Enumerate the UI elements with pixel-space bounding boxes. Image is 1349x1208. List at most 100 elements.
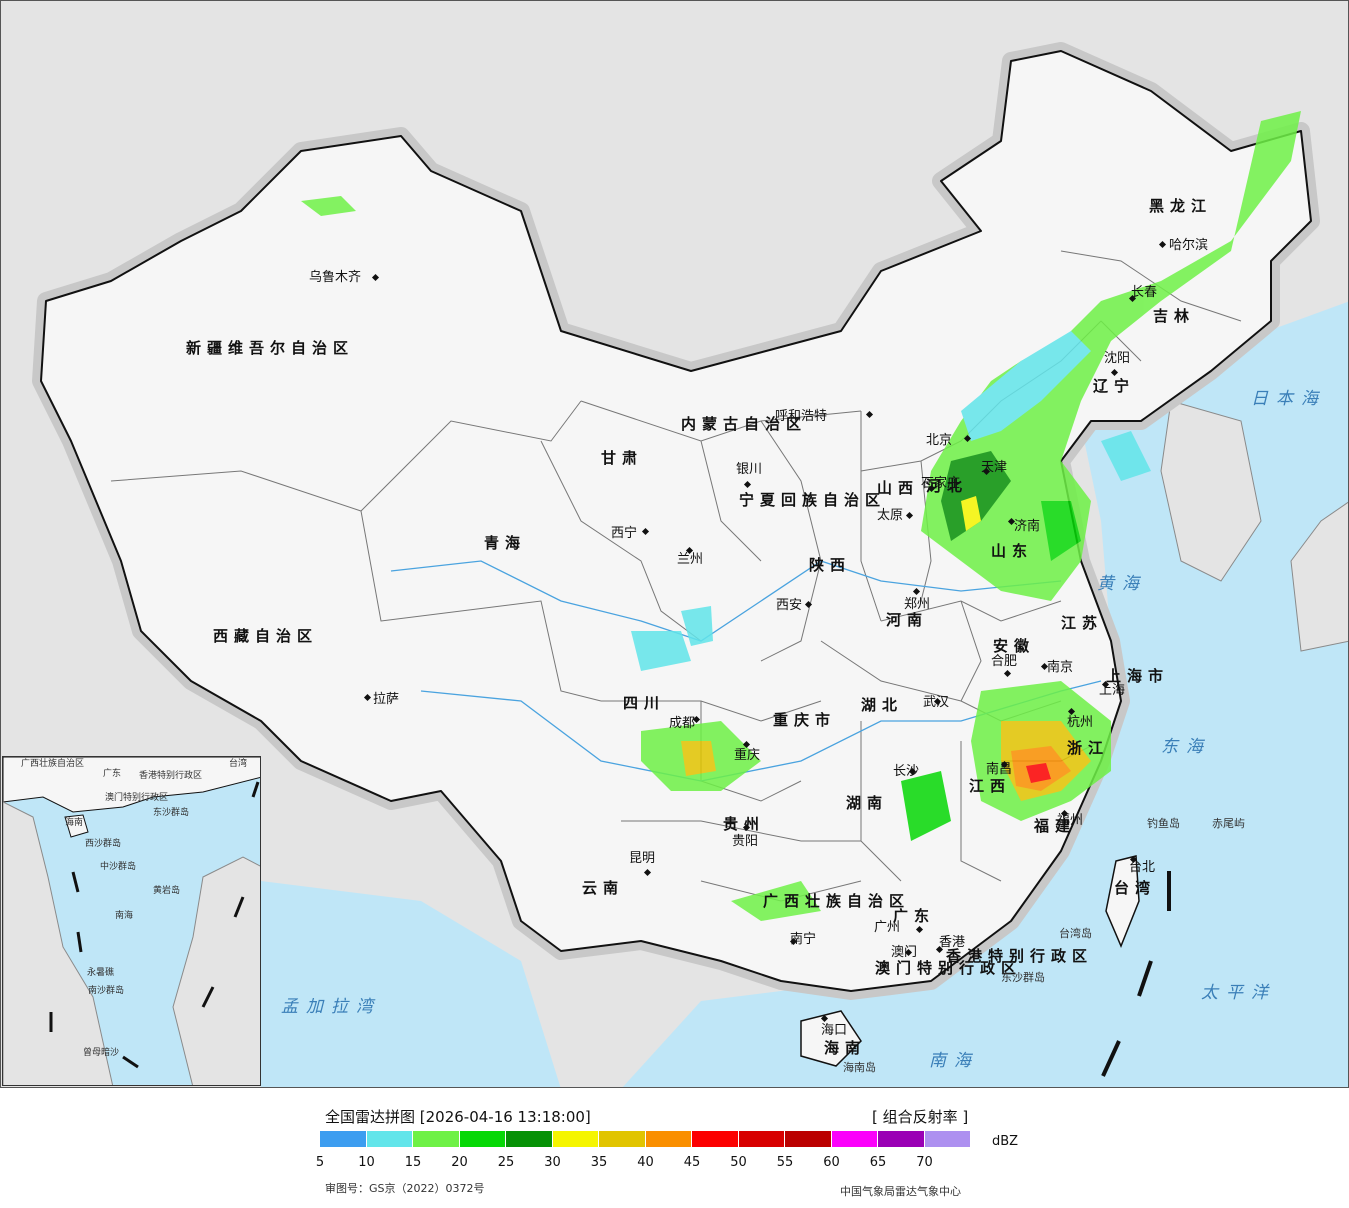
- island-label: 钓鱼岛: [1147, 817, 1180, 830]
- inset-svg: [3, 757, 260, 1085]
- sea-label: 东海: [1161, 737, 1211, 757]
- province-label: 内蒙古自治区: [681, 415, 808, 433]
- approval-number: 审图号：GS京（2022）0372号: [325, 1182, 485, 1195]
- inset-label: 黄岩岛: [153, 886, 181, 896]
- scale-tick-label: 55: [776, 1155, 794, 1170]
- province-label: 新疆维吾尔自治区: [186, 339, 355, 357]
- map-base-svg: [32, 42, 1348, 1087]
- city-label: 南昌: [986, 762, 1013, 777]
- province-label: 江苏: [1061, 614, 1104, 632]
- city-label: 福州: [1057, 813, 1084, 828]
- scale-tick-label: 25: [497, 1155, 515, 1170]
- inset-land-west: [3, 801, 114, 1085]
- province-label: 黑龙江: [1149, 197, 1213, 215]
- sea-label: 孟加拉湾: [281, 997, 381, 1017]
- city-label: 重庆: [734, 748, 761, 763]
- sea-label: 日本海: [1251, 389, 1326, 409]
- maritime-boundary-dashes: [1101, 871, 1171, 1077]
- scale-tick-label: 5: [315, 1155, 325, 1170]
- province-label: 湖南: [846, 794, 889, 812]
- island-label: 赤尾屿: [1212, 817, 1245, 830]
- sea-label: 南海: [929, 1051, 979, 1071]
- legend-title: 全国雷达拼图 [2026-04-16 13:18:00]: [325, 1108, 591, 1126]
- legend-product: [ 组合反射率 ]: [872, 1108, 969, 1126]
- legend-unit: dBZ: [992, 1134, 1019, 1149]
- province-label: 台湾: [1114, 879, 1157, 897]
- city-label: 南宁: [790, 932, 817, 947]
- province-label: 重庆市: [773, 711, 837, 729]
- province-label: 云南: [582, 879, 625, 897]
- korea-land: [1160, 400, 1262, 582]
- color-swatch: [599, 1131, 645, 1147]
- inset-label: 南沙群岛: [88, 986, 125, 996]
- color-swatch: [459, 1131, 505, 1147]
- color-swatch: [924, 1131, 970, 1147]
- radar-map: 新疆维吾尔自治区 西藏自治区 青海 甘肃 内蒙古自治区 黑龙江 吉林 辽宁 河北 山西 陕西 河南 山东…: [0, 0, 1349, 1088]
- scale-tick-label: 40: [637, 1155, 654, 1170]
- color-swatch: [878, 1131, 924, 1147]
- inset-label: 永暑礁: [87, 968, 115, 978]
- province-label: 澳门特别行政区: [875, 959, 1023, 977]
- province-label: 青海: [484, 534, 527, 552]
- scale-tick-label: 10: [358, 1155, 375, 1170]
- color-swatch: [692, 1131, 738, 1147]
- scale-tick-label: 20: [451, 1155, 468, 1170]
- island-label: 海南岛: [843, 1061, 876, 1074]
- inset-label: 曾母暗沙: [83, 1048, 120, 1058]
- island-label: 台湾岛: [1059, 927, 1092, 940]
- inset-label: 海南: [65, 818, 84, 828]
- province-label: 甘肃: [601, 449, 644, 467]
- inset-label: 南海: [115, 911, 134, 921]
- color-swatch: [366, 1131, 412, 1147]
- color-swatch: [738, 1131, 784, 1147]
- inset-land: [3, 757, 260, 813]
- inset-label: 东沙群岛: [153, 808, 190, 818]
- inset-label: 台湾: [229, 759, 248, 769]
- city-label: 呼和浩特: [775, 409, 828, 424]
- legend-panel: 全国雷达拼图 [2026-04-16 13:18:00] [ 组合反射率 ] d…: [0, 1088, 1349, 1208]
- inset-label: 广西壮族自治区: [21, 759, 85, 769]
- scale-tick-label: 70: [916, 1155, 933, 1170]
- province-label: 广东: [893, 907, 936, 925]
- city-label: 银川: [736, 462, 763, 477]
- province-label: 福建: [1034, 817, 1077, 835]
- japan-land: [1290, 501, 1348, 652]
- city-label: 杭州: [1067, 715, 1094, 730]
- scale-tick-label: 45: [683, 1155, 701, 1170]
- province-label: 四川: [623, 694, 666, 712]
- inset-dashes: [49, 781, 260, 1069]
- inset-label: 西沙群岛: [85, 839, 122, 849]
- color-swatch: [785, 1131, 831, 1147]
- color-swatch: [552, 1131, 598, 1147]
- bay-of-bengal: [261, 881, 561, 1087]
- province-label: 河北: [926, 477, 969, 495]
- hainan-island: [800, 1010, 862, 1067]
- inset-label: 中沙群岛: [100, 862, 137, 872]
- city-label: 贵阳: [732, 834, 759, 849]
- scale-tick-label: 35: [590, 1155, 608, 1170]
- color-swatch: [506, 1131, 552, 1147]
- province-label: 山东: [991, 542, 1034, 560]
- city-label: 台北: [1129, 860, 1156, 875]
- color-swatch: [645, 1131, 691, 1147]
- province-label: 浙江: [1067, 739, 1110, 757]
- province-label: 湖北: [861, 696, 904, 714]
- province-label: 安徽: [993, 637, 1036, 655]
- province-label: 西藏自治区: [213, 627, 319, 645]
- inset-label: 香港特别行政区: [139, 771, 203, 781]
- province-label: 江西: [969, 777, 1012, 795]
- city-label: 沈阳: [1104, 351, 1131, 366]
- scale-tick-label: 60: [823, 1155, 840, 1170]
- color-swatch: [320, 1131, 366, 1147]
- island-label: 东沙群岛: [1001, 971, 1045, 984]
- scale-tick-label: 15: [404, 1155, 422, 1170]
- city-label: 拉萨: [373, 692, 400, 707]
- province-label: 山西: [877, 479, 920, 497]
- province-label: 宁夏回族自治区: [739, 491, 887, 509]
- city-label: 乌鲁木齐: [309, 270, 362, 285]
- sea-label: 太平洋: [1201, 983, 1276, 1003]
- city-label: 广州: [874, 920, 901, 935]
- color-swatch: [413, 1131, 459, 1147]
- city-label: 太原: [877, 508, 904, 523]
- province-label: 广西壮族自治区: [763, 892, 911, 910]
